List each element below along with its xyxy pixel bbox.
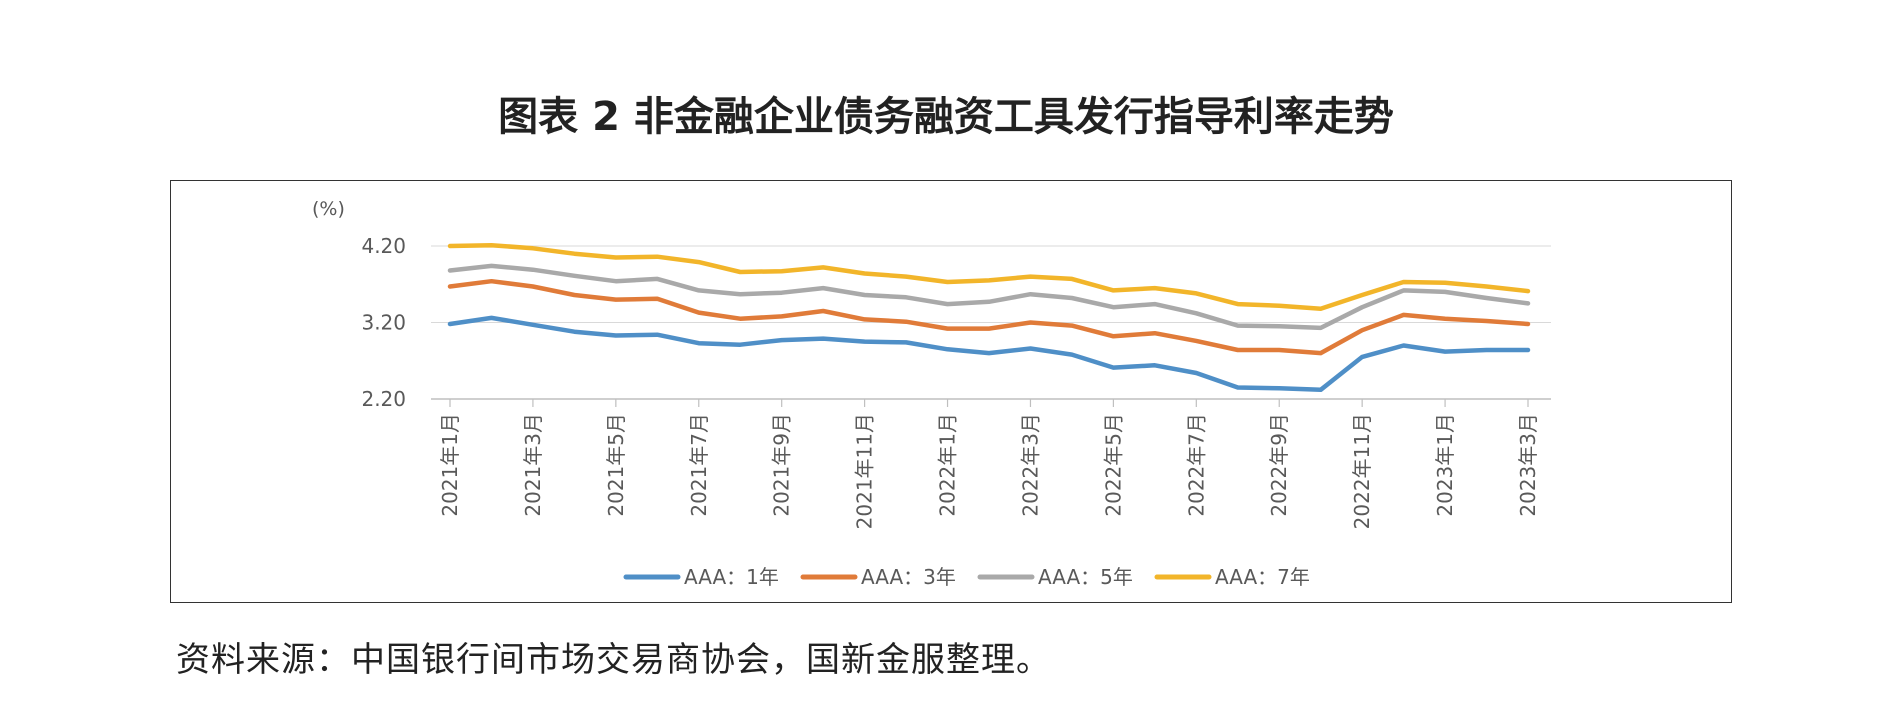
x-tick-label: 2021年3月 <box>521 413 545 517</box>
line-chart: (%) 4.203.202.20 2021年1月 2021年3月 2021年5月 20… <box>312 198 1551 589</box>
legend-label: AAA：3年 <box>861 565 956 589</box>
chart-frame: (%) 4.20 3.20 2.20 2021年1月 2021年3月 2021年5月 20… <box>170 180 1732 603</box>
x-tick-label: 2021年11月 <box>853 413 877 529</box>
legend-label: AAA：1年 <box>684 565 779 589</box>
x-tick-label: 2021年9月 <box>770 413 794 517</box>
x-tick-label: 2022年11月 <box>1350 413 1374 529</box>
legend-item-1: AAA：1年 <box>623 565 779 589</box>
x-tick-label: 2022年3月 <box>1018 413 1042 517</box>
y-tick-label: 2.20 <box>361 387 406 411</box>
x-tick-label: 2022年1月 <box>936 413 960 517</box>
y-unit-label: (%) <box>312 198 345 220</box>
legend-label: AAA：5年 <box>1038 565 1133 589</box>
x-tick-label: 2023年1月 <box>1433 413 1457 517</box>
series-line-2 <box>447 278 1531 356</box>
series-line-3 <box>447 263 1531 331</box>
y-axis: 4.20 3.20 2.20 <box>361 234 406 411</box>
x-tick-label: 2021年7月 <box>687 413 711 517</box>
legend-item-2: AAA：3年 <box>800 565 956 589</box>
x-tick-label: 2023年3月 <box>1516 413 1540 517</box>
y-tick-label: 4.20 <box>361 234 406 258</box>
chart-title: 图表 2 非金融企业债务融资工具发行指导利率走势 <box>498 94 1394 140</box>
series-line-1 <box>447 315 1531 393</box>
series <box>447 242 1531 393</box>
x-tick-label: 2021年1月 <box>438 413 462 517</box>
series-line-4 <box>447 242 1531 311</box>
legend-label: AAA：7年 <box>1215 565 1310 589</box>
source-note: 资料来源：中国银行间市场交易商协会，国新金服整理。 <box>176 640 1051 680</box>
legend-item-3: AAA：5年 <box>977 565 1133 589</box>
y-tick-label: 3.20 <box>361 311 406 335</box>
x-axis: 2021年1月 2021年3月 2021年5月 2021年7月 2021年9月 2021年… <box>438 399 1540 529</box>
x-tick-label: 2022年7月 <box>1184 413 1208 517</box>
x-tick-label: 2022年5月 <box>1101 413 1125 517</box>
x-tick-label: 2022年9月 <box>1267 413 1291 517</box>
gridlines <box>431 245 1551 400</box>
x-tick-label: 2021年5月 <box>604 413 628 517</box>
legend-item-4: AAA：7年 <box>1154 565 1310 589</box>
legend: AAA：1年 AAA：3年 AAA：5年 AAA：7年 <box>623 565 1310 589</box>
